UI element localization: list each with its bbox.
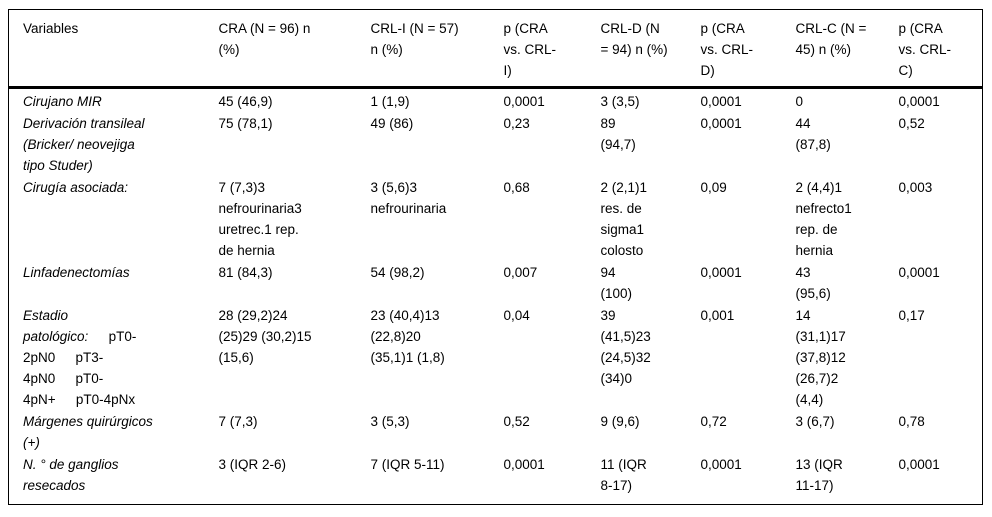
value-cell: 28 (29,2)24 (25)29 (30,2)15 (15,6): [218, 308, 312, 365]
variable-cell: Estadio patológico: pT0- 2pN0 pT3- 4pN0 …: [9, 304, 205, 410]
results-table: Variables CRA (N = 96) n (%) CRL-I (N = 57…: [8, 9, 983, 505]
p-value-cell: 0,0001: [700, 116, 742, 131]
variable-label: Márgenes quirúrgicos (+): [23, 414, 153, 450]
p-value-cell: 0,17: [898, 308, 925, 323]
value-cell: 44 (87,8): [795, 116, 831, 152]
variable-label: Cirujano MIR: [23, 94, 102, 109]
value-cell: 3 (IQR 2-6): [218, 457, 287, 472]
value-cell: 3 (5,3): [370, 414, 410, 429]
value-cell: 14 (31,1)17 (37,8)12 (26,7)2 (4,4): [795, 308, 846, 407]
value-cell: 75 (78,1): [218, 116, 273, 131]
value-cell: 2 (2,1)1 res. de sigma1 colosto: [600, 180, 648, 258]
table-header: Variables CRA (N = 96) n (%) CRL-I (N = 57…: [8, 9, 983, 89]
variable-label: Estadio patológico:: [23, 308, 89, 344]
value-cell: 54 (98,2): [370, 265, 425, 280]
value-cell: 43 (95,6): [795, 265, 831, 301]
variable-cell: Derivación transileal (Bricker/ neovejig…: [9, 112, 205, 176]
p-value-cell: 0,72: [700, 414, 727, 429]
column-header-p-cra-vs-crl-d: p (CRA vs. CRL- D): [686, 9, 782, 89]
p-value-cell: 0,68: [503, 180, 530, 195]
column-header-variables: Variables: [8, 9, 205, 89]
variable-label: Cirugía asociada:: [23, 180, 129, 195]
value-cell: 2 (4,4)1 nefrecto1 rep. de hernia: [795, 180, 852, 258]
column-header-crl-i: CRL-I (N = 57) n (%): [356, 9, 490, 89]
variable-cell: Linfadenectomías: [9, 261, 205, 304]
p-value-cell: 0,0001: [898, 94, 940, 109]
table-row-cirujano-mir: Cirujano MIR 45 (46,9) 1 (1,9) 0,0001 3 (3,5…: [9, 88, 983, 113]
value-cell: 45 (46,9): [218, 94, 273, 109]
column-header-cra: CRA (N = 96) n (%): [204, 9, 357, 89]
table-row-derivacion-transileal: Derivación transileal (Bricker/ neovejig…: [9, 112, 983, 176]
value-cell: 49 (86): [370, 116, 414, 131]
p-value-cell: 0,0001: [898, 265, 940, 280]
column-header-p-cra-vs-crl-c: p (CRA vs. CRL- C): [884, 9, 983, 89]
p-value-cell: 0,0001: [700, 94, 742, 109]
table-row-cirugia-asociada: Cirugía asociada: 7 (7,3)3 nefrourinaria3…: [9, 176, 983, 261]
p-value-cell: 0,52: [898, 116, 925, 131]
variable-label: N. ° de ganglios resecados: [23, 457, 119, 493]
p-value-cell: 0,78: [898, 414, 925, 429]
value-cell: 81 (84,3): [218, 265, 273, 280]
variable-label-suffix: pT0- 2pN0 pT3- 4pN0 pT0- 4pN+ pT0-4pNx: [23, 329, 137, 407]
table-row-estadio-patologico: Estadio patológico: pT0- 2pN0 pT3- 4pN0 …: [9, 304, 983, 410]
value-cell: 7 (7,3)3 nefrourinaria3 uretrec.1 rep. d…: [218, 180, 302, 258]
p-value-cell: 0,003: [898, 180, 933, 195]
value-cell: 23 (40,4)13 (22,8)20 (35,1)1 (1,8): [370, 308, 445, 365]
p-value-cell: 0,0001: [898, 457, 940, 472]
value-cell: 13 (IQR 11-17): [795, 457, 843, 493]
column-header-crl-d: CRL-D (N = 94) n (%): [586, 9, 687, 89]
column-header-p-cra-vs-crl-i: p (CRA vs. CRL- I): [489, 9, 587, 89]
value-cell: 94 (100): [600, 265, 633, 301]
p-value-cell: 0,001: [700, 308, 735, 323]
p-value-cell: 0,09: [700, 180, 727, 195]
p-value-cell: 0,52: [503, 414, 530, 429]
p-value-cell: 0,23: [503, 116, 530, 131]
table-row-ganglios-resecados: N. ° de ganglios resecados 3 (IQR 2-6) 7 (…: [9, 453, 983, 505]
value-cell: 3 (3,5): [600, 94, 640, 109]
value-cell: 3 (5,6)3 nefrourinaria: [370, 180, 447, 216]
p-value-cell: 0,0001: [700, 457, 742, 472]
variable-cell: N. ° de ganglios resecados: [9, 453, 205, 505]
variable-label: Linfadenectomías: [23, 265, 130, 280]
header-row: Variables CRA (N = 96) n (%) CRL-I (N = 57…: [8, 9, 983, 89]
value-cell: 39 (41,5)23 (24,5)32 (34)0: [600, 308, 651, 386]
value-cell: 11 (IQR 8-17): [600, 457, 647, 493]
value-cell: 7 (7,3): [218, 414, 258, 429]
variable-cell: Cirujano MIR: [9, 88, 205, 113]
p-value-cell: 0,0001: [503, 94, 545, 109]
table-body: Cirujano MIR 45 (46,9) 1 (1,9) 0,0001 3 (3,5…: [9, 88, 983, 505]
value-cell: 0: [795, 94, 804, 109]
p-value-cell: 0,0001: [700, 265, 742, 280]
value-cell: 7 (IQR 5-11): [370, 457, 445, 472]
variable-label: Derivación transileal (Bricker/ neovejig…: [23, 116, 145, 173]
column-header-crl-c: CRL-C (N = 45) n (%): [781, 9, 885, 89]
p-value-cell: 0,007: [503, 265, 538, 280]
value-cell: 89 (94,7): [600, 116, 636, 152]
variable-cell: Cirugía asociada:: [9, 176, 205, 261]
table-row-linfadenectomias: Linfadenectomías 81 (84,3) 54 (98,2) 0,007 9…: [9, 261, 983, 304]
value-cell: 1 (1,9): [370, 94, 410, 109]
value-cell: 9 (9,6): [600, 414, 640, 429]
p-value-cell: 0,0001: [503, 457, 545, 472]
variable-cell: Márgenes quirúrgicos (+): [9, 410, 205, 453]
p-value-cell: 0,04: [503, 308, 530, 323]
table-row-margenes-quirurgicos: Márgenes quirúrgicos (+) 7 (7,3) 3 (5,3) 0,…: [9, 410, 983, 453]
value-cell: 3 (6,7): [795, 414, 835, 429]
